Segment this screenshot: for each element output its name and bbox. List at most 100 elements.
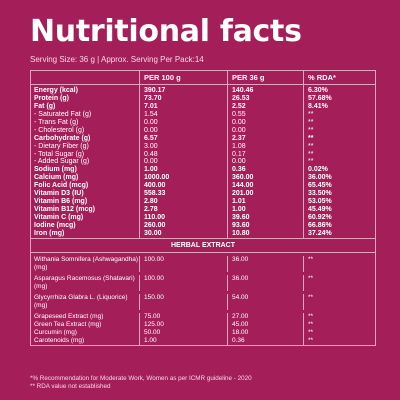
nutrient-name-column: Energy (kcal) Protein (g) Fat (g) - Saturat… <box>31 85 139 238</box>
herbal-rda-cell: ** <box>303 274 375 291</box>
nutrient-name-cell: - Total Sugar (g) <box>34 150 85 158</box>
herbal-p36-text: 36.00 <box>232 255 249 263</box>
nutrient-rda-cell: 36.00% <box>308 174 332 182</box>
nutrient-rda-cell: 8.41% <box>308 102 328 110</box>
nutrient-name-cell: - Added Sugar (g) <box>34 158 90 166</box>
herbal-name-text: Glycyrrhiza Glabra L. (Liquorice)(mg) <box>34 293 128 309</box>
nutrient-name-cell: Folic Acid (mcg) <box>34 182 89 190</box>
herbal-name-cell: Grapeseed Extract (mg) <box>31 313 139 321</box>
nutrient-p36-cell: 0.17 <box>232 150 246 158</box>
herbal-name-cell: Green Tea Extract (mg) <box>31 321 139 329</box>
herbal-rows: Withania Somnifera (Ashwagandha)(mg) 100.… <box>31 253 375 345</box>
herbal-extract-heading: HERBAL EXTRACT <box>31 237 375 253</box>
herbal-p100-cell: 125.00 <box>139 320 227 329</box>
herbal-row: Curcumin (mg) 50.00 18.00 ** <box>31 328 375 337</box>
nutrient-rda-cell: ** <box>308 118 314 126</box>
nutrient-name-cell: Protein (g) <box>34 94 69 102</box>
nutrient-p36-cell: 0.55 <box>232 110 246 118</box>
nutrient-p100-cell: 1000.00 <box>144 174 170 182</box>
herbal-p100-cell: 50.00 <box>139 328 227 337</box>
nutrient-rda-cell: 6.30% <box>308 87 328 94</box>
nutrient-name-cell: Carbohydrate (g) <box>34 134 91 142</box>
nutrient-rda-cell: 33.50% <box>308 190 332 198</box>
nutrient-p100-cell: 30.00 <box>144 229 162 237</box>
nutrient-p36-cell: 144.00 <box>232 182 254 190</box>
herbal-p100-text: 100.00 <box>144 255 164 263</box>
herbal-p100-text: 1.00 <box>144 336 157 344</box>
herbal-p36-text: 54.00 <box>232 293 249 301</box>
header-per-100g: PER 100 g <box>139 71 227 84</box>
nutrient-rda-cell: 66.86% <box>308 221 332 229</box>
herbal-p100-text: 100.00 <box>144 274 164 282</box>
herbal-row: Carotenoids (mg) 1.00 0.36 ** <box>31 336 375 345</box>
herbal-p36-cell: 18.00 <box>227 328 303 337</box>
header-per-36g: PER 36 g <box>227 71 303 84</box>
herbal-p100-text: 50.00 <box>144 328 161 336</box>
herbal-p36-cell: 36.00 <box>227 255 303 272</box>
herbal-row: Asparagus Racemosus (Shatavari)(mg) 100.0… <box>31 274 375 291</box>
herbal-p36-cell: 27.00 <box>227 312 303 321</box>
nutrient-name-cell: Energy (kcal) <box>34 87 78 94</box>
herbal-p100-cell: 75.00 <box>139 312 227 321</box>
nutrient-rda-cell: 0.02% <box>308 166 328 174</box>
herbal-row: Green Tea Extract (mg) 125.00 45.00 ** <box>31 320 375 329</box>
nutrient-p100-cell: 260.00 <box>144 221 166 229</box>
herbal-p100-cell: 100.00 <box>139 255 227 272</box>
nutrient-p36-cell: 26.53 <box>232 94 250 102</box>
herbal-name-text: Carotenoids (mg) <box>34 336 85 344</box>
nutrient-p100-cell: 0.00 <box>144 158 158 166</box>
nutrient-p100-cell: 2.78 <box>144 206 158 214</box>
nutrient-name-cell: Fat (g) <box>34 102 56 110</box>
herbal-p100-cell: 100.00 <box>139 274 227 291</box>
herbal-name-text: Asparagus Racemosus (Shatavari)(mg) <box>34 274 135 290</box>
nutrient-rda-cell: 57.68% <box>308 94 332 102</box>
herbal-name-cell: Carotenoids (mg) <box>31 337 139 345</box>
nutrient-name-cell: Calcium (mg) <box>34 174 79 182</box>
herbal-rda-text: ** <box>308 293 314 301</box>
herbal-row: Withania Somnifera (Ashwagandha)(mg) 100.… <box>31 253 375 272</box>
herbal-p36-text: 27.00 <box>232 312 249 320</box>
herbal-p36-cell: 54.00 <box>227 293 303 310</box>
nutrient-rda-cell: 45.49% <box>308 206 332 214</box>
nutrient-p36-cell: 1.00 <box>232 206 246 214</box>
herbal-p100-text: 150.00 <box>144 293 164 301</box>
nutrient-p36-cell: 0.36 <box>232 166 246 174</box>
herbal-rda-text: ** <box>308 320 314 328</box>
nutrient-p36-cell: 360.00 <box>232 174 254 182</box>
per-100g-column: 390.17 73.70 7.01 1.54 0.00 0.00 6.57 3.00 0.48 0… <box>139 85 227 238</box>
nutrient-p100-cell: 0.48 <box>144 150 158 158</box>
footnote-rda: *% Recommendation for Moderate Work, Wom… <box>30 375 252 382</box>
nutrient-name-cell: - Trans Fat (g) <box>34 118 79 126</box>
herbal-p100-cell: 1.00 <box>139 336 227 345</box>
nutrient-p100-cell: 0.00 <box>144 118 158 126</box>
herbal-rda-cell: ** <box>303 336 375 345</box>
herbal-name-cell: Glycyrrhiza Glabra L. (Liquorice)(mg) <box>31 294 139 310</box>
herbal-rda-text: ** <box>308 312 314 320</box>
nutrient-p100-cell: 73.70 <box>144 94 162 102</box>
nutrient-p100-cell: 3.00 <box>144 142 158 150</box>
herbal-name-cell: Asparagus Racemosus (Shatavari)(mg) <box>31 275 139 291</box>
nutrient-p100-cell: 1.00 <box>144 166 158 174</box>
herbal-rda-cell: ** <box>303 312 375 321</box>
herbal-p36-cell: 36.00 <box>227 274 303 291</box>
herbal-p36-text: 36.00 <box>232 274 249 282</box>
nutrient-name-cell: Vitamin B12 (mcg) <box>34 206 95 214</box>
herbal-rda-cell: ** <box>303 255 375 272</box>
nutrient-p36-cell: 1.08 <box>232 142 246 150</box>
herbal-rda-cell: ** <box>303 320 375 329</box>
nutrient-rda-cell: 37.24% <box>308 229 332 237</box>
nutrient-p100-cell: 0.00 <box>144 126 158 134</box>
herbal-p100-text: 75.00 <box>144 312 161 320</box>
footnote-not-established: ** RDA value not established <box>30 383 111 390</box>
footnotes: *% Recommendation for Moderate Work, Wom… <box>30 375 252 391</box>
nutrient-p100-cell: 2.80 <box>144 198 158 206</box>
herbal-name-text: Withania Somnifera (Ashwagandha)(mg) <box>34 255 139 271</box>
nutrition-table: PER 100 g PER 36 g % RDA* Energy (kcal) P… <box>30 70 376 346</box>
herbal-p36-text: 0.36 <box>232 336 245 344</box>
nutrient-p36-cell: 10.80 <box>232 229 250 237</box>
page-title: Nutritional facts <box>30 14 302 49</box>
nutrient-p36-cell: 140.46 <box>232 87 254 94</box>
nutrient-rda-cell: ** <box>308 150 314 158</box>
herbal-rda-cell: ** <box>303 328 375 337</box>
nutrient-p36-cell: 0.00 <box>232 118 246 126</box>
